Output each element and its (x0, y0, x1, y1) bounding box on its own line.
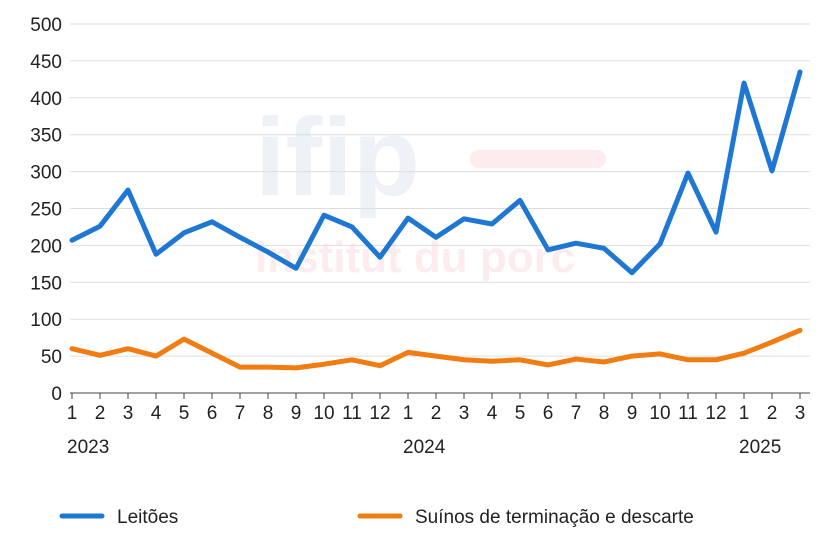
x-tick-label: 12 (369, 403, 390, 424)
x-tick-label: 11 (342, 403, 362, 424)
x-tick-label: 10 (649, 403, 670, 424)
watermark-logo: ifip institut du porc (255, 96, 606, 282)
x-tick-label: 1 (403, 403, 414, 424)
y-tick-label: 150 (30, 273, 62, 294)
year-label: 2025 (739, 437, 781, 458)
y-tick-label: 50 (41, 347, 62, 368)
x-tick-label: 5 (515, 403, 526, 424)
x-tick-label: 11 (678, 403, 698, 424)
legend-label: Suínos de terminação e descarte (415, 507, 694, 528)
x-tick-label: 8 (599, 403, 610, 424)
x-tick-label: 7 (235, 403, 246, 424)
legend-label: Leitões (117, 507, 178, 528)
year-label: 2024 (403, 437, 446, 458)
x-tick-label: 10 (313, 403, 334, 424)
x-tick-label: 3 (459, 403, 470, 424)
y-tick-label: 500 (30, 15, 62, 36)
y-tick-label: 250 (30, 200, 62, 221)
x-tick-label: 2 (767, 403, 778, 424)
x-tick-label: 9 (627, 403, 638, 424)
y-tick-label: 450 (30, 52, 62, 73)
svg-text:ifip: ifip (255, 96, 420, 219)
x-tick-label: 3 (795, 403, 806, 424)
x-tick-label: 1 (739, 403, 750, 424)
x-tick-label: 2 (95, 403, 106, 424)
y-tick-label: 400 (30, 89, 62, 110)
x-tick-label: 5 (179, 403, 190, 424)
x-tick-label: 2 (431, 403, 442, 424)
y-tick-label: 100 (30, 310, 62, 331)
y-tick-label: 0 (51, 384, 62, 405)
x-tick-label: 7 (571, 403, 582, 424)
series-line-suinos (72, 330, 800, 368)
x-tick-label: 8 (263, 403, 274, 424)
x-tick-label: 12 (705, 403, 726, 424)
x-tick-label: 9 (291, 403, 302, 424)
x-tick-label: 4 (487, 403, 498, 424)
y-tick-label: 300 (30, 163, 62, 184)
x-tick-label: 6 (543, 403, 554, 424)
x-tick-label: 3 (123, 403, 134, 424)
x-tick-label: 1 (67, 403, 78, 424)
y-tick-label: 200 (30, 236, 62, 257)
x-tick-label: 4 (151, 403, 162, 424)
x-tick-label: 6 (207, 403, 218, 424)
y-tick-label: 350 (30, 126, 62, 147)
year-label: 2023 (67, 437, 109, 458)
